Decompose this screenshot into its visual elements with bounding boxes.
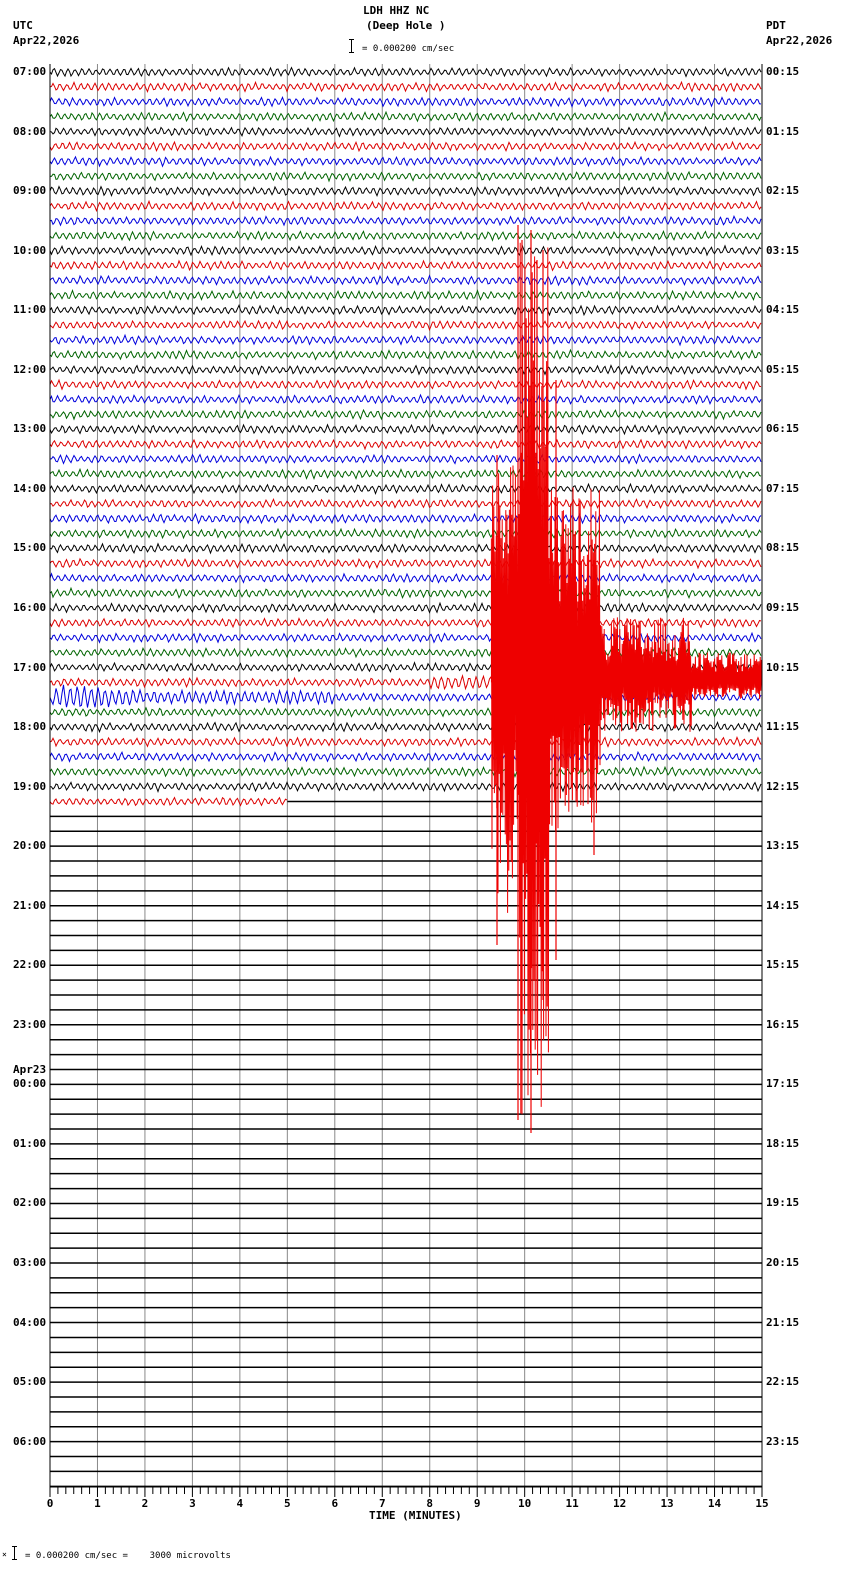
pdt-hour-label: 00:15	[766, 65, 800, 78]
station-subtitle: (Deep Hole )	[366, 19, 446, 32]
pdt-hour-label: 06:15	[766, 422, 800, 436]
pdt-hour-label: 05:15	[766, 362, 800, 376]
utc-hour-label: 02:00	[13, 1196, 47, 1210]
pdt-label: PDT	[766, 19, 786, 32]
utc-hour-label: 03:00	[13, 1256, 47, 1269]
utc-hour-label: 10:00	[13, 243, 47, 257]
utc-hour-label: 12:00	[13, 362, 47, 376]
scale-text: = 0.000200 cm/sec	[362, 44, 455, 54]
utc-hour-label: 08:00	[13, 124, 47, 138]
utc-hour-label: 21:00	[13, 898, 47, 912]
pdt-hour-label: 08:15	[766, 541, 800, 555]
pdt-hour-label: 21:15	[766, 1315, 800, 1329]
x-tick-label: 2	[141, 1497, 149, 1510]
utc-hour-label: 14:00	[13, 481, 47, 495]
utc-hour-label: 01:00	[13, 1136, 47, 1150]
x-tick-label: 13	[660, 1497, 674, 1510]
utc-hour-label: 20:00	[13, 839, 47, 853]
utc-label: UTC	[13, 19, 33, 32]
utc-hour-label: 23:00	[13, 1017, 47, 1031]
utc-hour-label: 18:00	[13, 720, 47, 734]
pdt-hour-label: 22:15	[766, 1375, 800, 1389]
utc-hour-label: 13:00	[13, 422, 47, 436]
pdt-hour-label: 12:15	[766, 779, 800, 793]
utc-hour-label: 09:00	[13, 184, 47, 198]
x-tick-label: 15	[755, 1497, 769, 1510]
x-axis	[49, 1486, 763, 1497]
x-tick-label: 8	[426, 1497, 434, 1510]
utc-date: Apr22,2026	[13, 34, 80, 47]
pdt-hour-label: 10:15	[766, 660, 800, 674]
pdt-hour-label: 17:15	[766, 1077, 800, 1091]
utc-hour-label: 22:00	[13, 958, 47, 972]
x-tick-label: 4	[236, 1497, 244, 1510]
pdt-hour-label: 15:15	[766, 958, 800, 972]
x-tick-label: 3	[189, 1497, 196, 1510]
x-tick-label: 6	[331, 1497, 339, 1510]
pdt-hour-label: 09:15	[766, 600, 800, 614]
x-tick-label: 7	[378, 1497, 386, 1510]
pdt-hour-label: 23:15	[766, 1434, 800, 1448]
x-axis-title: TIME (MINUTES)	[369, 1509, 462, 1522]
date-change-label: Apr23	[13, 1063, 47, 1077]
pdt-hour-label: 14:15	[766, 898, 800, 912]
pdt-hour-label: 16:15	[766, 1017, 800, 1031]
pdt-hour-label: 20:15	[766, 1256, 800, 1269]
footer-marker: ⨯	[2, 1550, 7, 1559]
x-tick-label: 12	[612, 1497, 627, 1510]
utc-hour-label: 19:00	[13, 779, 47, 793]
utc-hour-label: 05:00	[13, 1375, 47, 1389]
x-tick-label: 14	[707, 1497, 722, 1510]
utc-hour-label: 00:00	[13, 1077, 47, 1091]
x-tick-label: 9	[473, 1497, 481, 1510]
utc-hour-label: 17:00	[13, 660, 47, 674]
utc-hour-label: 11:00	[13, 303, 47, 317]
scale-bar-icon	[349, 39, 357, 53]
pdt-hour-label: 07:15	[766, 481, 800, 495]
footer-scale-bar-icon	[12, 1546, 20, 1560]
pdt-hour-label: 02:15	[766, 184, 800, 198]
pdt-hour-label: 18:15	[766, 1136, 800, 1150]
pdt-hour-label: 04:15	[766, 303, 800, 317]
x-tick-label: 0	[46, 1497, 54, 1510]
station-title: LDH HHZ NC	[363, 4, 430, 17]
earthquake-signal	[490, 225, 763, 1133]
trace-rows	[49, 66, 762, 1488]
x-tick-label: 5	[284, 1497, 291, 1510]
utc-hour-label: 06:00	[13, 1434, 47, 1448]
pdt-hour-label: 01:15	[766, 124, 800, 138]
utc-hour-label: 07:00	[13, 65, 47, 78]
x-tick-label: 10	[518, 1497, 532, 1510]
pdt-hour-label: 13:15	[766, 839, 800, 853]
pdt-date: Apr22,2026	[766, 34, 833, 47]
utc-hour-label: 04:00	[13, 1315, 47, 1329]
pdt-hour-label: 03:15	[766, 243, 800, 257]
utc-hour-label: 15:00	[13, 541, 47, 555]
footer-scale-text: = 0.000200 cm/sec = 3000 microvolts	[25, 1551, 231, 1561]
x-tick-label: 11	[565, 1497, 579, 1510]
x-tick-label: 1	[94, 1497, 101, 1510]
pdt-hour-label: 19:15	[766, 1196, 800, 1210]
utc-hour-label: 16:00	[13, 600, 47, 614]
pdt-hour-label: 11:15	[766, 720, 800, 734]
